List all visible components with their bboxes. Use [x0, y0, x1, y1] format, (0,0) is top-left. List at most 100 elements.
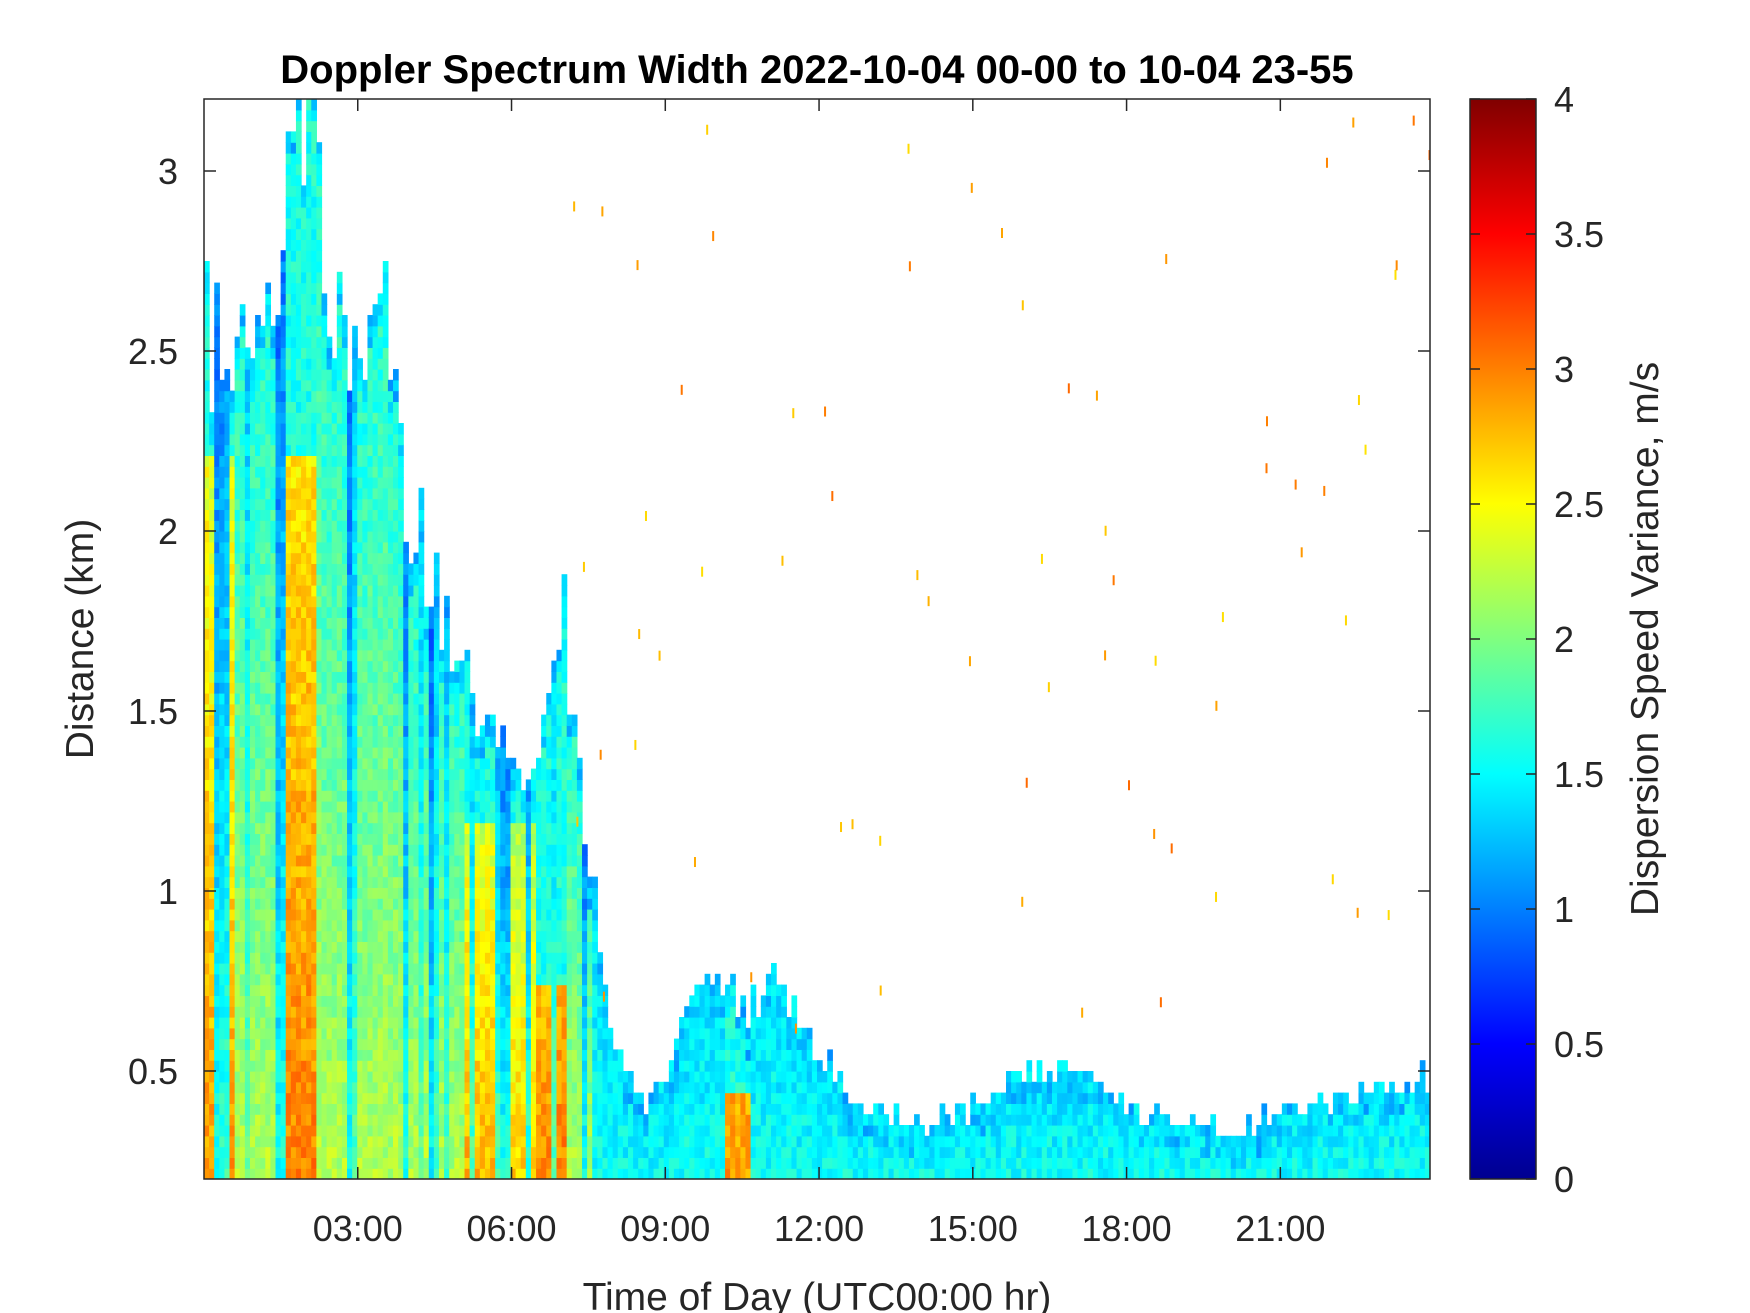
heatmap-cell [275, 369, 282, 381]
heatmap-cell [418, 1146, 425, 1158]
heatmap-cell [295, 541, 302, 554]
heatmap-cell [301, 1071, 307, 1083]
heatmap-cell [270, 369, 277, 381]
heatmap-cell [301, 358, 307, 370]
heatmap-cell [214, 347, 220, 359]
heatmap-cell [280, 844, 287, 856]
heatmap-cell [382, 455, 389, 467]
heatmap-cell [285, 1168, 292, 1179]
heatmap-cell [209, 855, 215, 867]
heatmap-cell [347, 487, 353, 500]
heatmap-cell [209, 941, 215, 953]
heatmap-cell [321, 790, 328, 802]
heatmap-cell [209, 930, 215, 942]
heatmap-cell [367, 1168, 374, 1179]
heatmap-cell [382, 779, 389, 791]
heatmap-cell [265, 304, 272, 316]
heatmap-cell [423, 639, 430, 651]
heatmap-cell [393, 498, 399, 510]
heatmap-cell [352, 347, 358, 359]
heatmap-cell [306, 1114, 312, 1126]
heatmap-cell [270, 941, 277, 953]
heatmap-cell [290, 595, 297, 608]
heatmap-cell [469, 1049, 476, 1061]
heatmap-cell [347, 1146, 353, 1158]
heatmap-cell [234, 369, 241, 381]
heatmap-cell [561, 919, 568, 932]
heatmap-cell [301, 271, 307, 284]
heatmap-cell [357, 682, 363, 694]
heatmap-cell [280, 1114, 287, 1126]
heatmap-cell [541, 1027, 547, 1040]
heatmap-cell [556, 736, 563, 748]
heatmap-cell [260, 995, 266, 1007]
heatmap-cell [525, 1135, 532, 1148]
heatmap-cell [311, 725, 317, 737]
heatmap-cell [530, 1049, 537, 1061]
heatmap-cell [239, 801, 246, 813]
heatmap-cell [311, 898, 317, 910]
heatmap-cell [336, 1006, 343, 1018]
heatmap-cell [229, 390, 236, 402]
heatmap-cell [290, 142, 297, 154]
heatmap-cell [444, 628, 450, 640]
heatmap-cell [265, 876, 272, 888]
heatmap-cell [377, 876, 384, 888]
heatmap-cell [479, 865, 486, 878]
heatmap-cell [464, 865, 471, 878]
heatmap-cell [382, 433, 389, 446]
heatmap-cell [260, 1071, 266, 1083]
heatmap-cell [469, 1157, 476, 1169]
heatmap-cell [592, 898, 598, 910]
heatmap-cell [408, 747, 415, 759]
heatmap-cell [244, 909, 251, 921]
heatmap-cell [270, 747, 277, 759]
heatmap-cell [393, 1027, 399, 1040]
heatmap-cell [362, 487, 369, 500]
heatmap-cell [357, 1038, 363, 1050]
heatmap-cell [290, 293, 297, 305]
heatmap-cell [582, 941, 588, 953]
heatmap-cell [382, 520, 389, 532]
heatmap-cell [418, 768, 425, 780]
heatmap-cell [393, 628, 399, 640]
heatmap-cell [295, 509, 302, 521]
heatmap-cell [372, 433, 379, 446]
heatmap-cell [214, 466, 220, 478]
heatmap-cell [321, 369, 328, 381]
heatmap-cell [311, 1146, 317, 1158]
heatmap-cell [495, 887, 501, 899]
heatmap-cell [239, 693, 246, 705]
heatmap-cell [433, 887, 440, 899]
heatmap-cell [372, 984, 379, 996]
heatmap-cell [280, 757, 287, 770]
heatmap-cell [444, 1125, 450, 1137]
heatmap-cell [551, 1027, 558, 1040]
heatmap-cell [403, 541, 409, 554]
heatmap-cell [285, 1017, 292, 1029]
heatmap-cell [229, 887, 236, 899]
heatmap-cell [454, 768, 461, 780]
heatmap-cell [275, 1168, 282, 1179]
heatmap-cell [469, 919, 476, 932]
heatmap-cell [290, 336, 297, 348]
heatmap-cell [234, 466, 241, 478]
heatmap-cell [474, 952, 481, 964]
heatmap-cell [546, 973, 552, 986]
heatmap-cell [413, 1125, 420, 1137]
heatmap-cell [474, 833, 481, 845]
heatmap-cell [214, 617, 220, 629]
heatmap-cell [219, 930, 226, 942]
heatmap-cell [265, 1049, 272, 1061]
heatmap-cell [311, 239, 317, 251]
heatmap-cell [301, 1168, 307, 1179]
heatmap-cell [224, 433, 231, 446]
heatmap-cell [234, 412, 241, 424]
heatmap-cell [367, 369, 374, 381]
heatmap-cell [290, 153, 297, 165]
heatmap-cell [306, 250, 312, 262]
heatmap-cell [408, 1006, 415, 1018]
heatmap-cell [316, 1038, 323, 1050]
heatmap-cell [316, 336, 323, 348]
heatmap-cell [239, 833, 246, 845]
